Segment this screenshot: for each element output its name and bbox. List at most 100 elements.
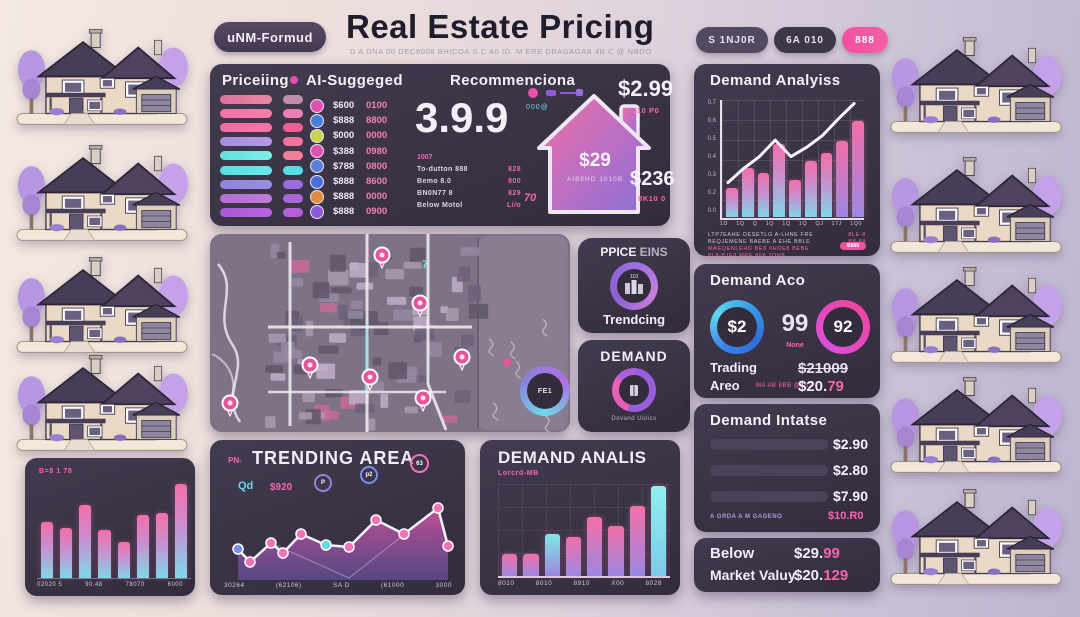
map-panel[interactable]: 7: [210, 234, 570, 432]
price-bar: [220, 208, 272, 218]
bar: [117, 541, 130, 578]
bar: [852, 121, 865, 217]
demand-bottom-panel: DEMAND ANALIS Lorcrd-MB 8010 8010 8910 X00 8…: [480, 440, 680, 595]
house-illustration: [890, 266, 1063, 364]
suggested-row: $000 0000: [310, 128, 387, 143]
tick-label: 8010: [535, 580, 553, 587]
house-illustration: [890, 376, 1063, 474]
below-value-frac: 99: [823, 545, 840, 562]
demand-bottom-bars: [498, 484, 670, 578]
pricing-bar-row: [220, 191, 303, 205]
bar: [98, 530, 111, 578]
pricing-col2-title: AI-Suggeged: [306, 72, 403, 89]
location-pin-icon[interactable]: [373, 246, 391, 270]
tick-label: 1Q0: [850, 221, 862, 227]
tick-label: 0.4: [707, 154, 716, 160]
bar: [757, 172, 770, 217]
pricing-panel: Priceiing AI-Suggeged $600 0100 $888 8800 $0…: [210, 64, 675, 226]
dot-icon: [290, 76, 298, 84]
intensity-row: $7.90: [710, 488, 868, 504]
score-note-row: To-dutton 888 828: [417, 166, 521, 178]
bar: [741, 167, 754, 217]
below-value-main: $29.: [794, 545, 824, 562]
bar: [773, 144, 786, 217]
demand-intatse-panel: Demand Intatse $2.90 $2.80 $7.90 A GRDA A …: [694, 404, 880, 532]
demand-tile-title: DEMAND: [600, 348, 668, 364]
gauge-value: 110: [630, 273, 638, 280]
new-price-frac: 79: [827, 378, 844, 395]
market-value-main: $20.: [794, 567, 824, 584]
slider-handle-icon: [576, 89, 583, 96]
location-pin-icon[interactable]: [411, 294, 429, 318]
tick-label: 1Q: [736, 221, 745, 227]
price-trends-tile[interactable]: PPICE EINS 110 Trendcing: [578, 238, 690, 333]
location-pin-icon[interactable]: [361, 368, 379, 392]
price-bar-short: [283, 179, 303, 189]
suggested-delta: 0100: [366, 100, 388, 112]
suggested-delta: 0980: [366, 145, 388, 157]
area-sub: MA AB 8BB @8B7: [756, 383, 813, 389]
form-badge-button[interactable]: uNM-Formud: [214, 22, 326, 52]
location-pin-icon[interactable]: [301, 356, 319, 380]
x-axis-labels: 30264 (62106) SA D (61000 3000: [224, 582, 452, 589]
trending-prefix: PN-: [228, 456, 242, 465]
price-bar-short: [283, 94, 303, 104]
demand-intatse-title: Demand Intatse: [710, 412, 828, 429]
pricing-bars: [220, 92, 303, 220]
bar: [820, 152, 833, 217]
intensity-value: $2.80: [832, 462, 868, 478]
location-pin-icon[interactable]: [221, 394, 239, 418]
tick-label: X00: [611, 580, 625, 587]
suggested-delta: 0000: [366, 191, 388, 203]
note-value: Li/o: [506, 202, 521, 209]
map-gauge-label: FE1: [537, 387, 553, 395]
intensity-foot-label: A GRDA A M GAGENO: [710, 514, 783, 520]
suggested-row: $600 0100: [310, 98, 387, 113]
tick-label: SA D: [332, 582, 350, 589]
price-right-value: $236: [630, 168, 675, 190]
location-pin-icon[interactable]: [414, 389, 432, 413]
suggested-value: $888: [333, 176, 355, 188]
market-value-frac: 129: [823, 567, 849, 584]
bar: [502, 553, 518, 576]
x-axis-labels: 02020 5 90.48 78070 6000: [37, 582, 183, 588]
pricing-bar-row: [220, 92, 303, 106]
tile-title-b: EINS: [639, 245, 668, 259]
pricing-bar-row: [220, 163, 303, 177]
tick-label: 78070: [125, 582, 145, 588]
tick-label: 0.6: [707, 118, 716, 124]
city-map[interactable]: 7: [210, 234, 570, 432]
bar: [523, 553, 539, 576]
tick-label: 17J: [831, 221, 842, 227]
header-pill-accent[interactable]: 888: [842, 27, 888, 53]
demand-tile[interactable]: DEMAND Dovand Uolics: [578, 340, 690, 432]
ring-left-value: $2: [727, 317, 747, 336]
new-price-main: $20.: [798, 378, 828, 395]
dot-icon: [528, 88, 538, 98]
header-pill-1[interactable]: S 1NJ0R: [696, 27, 768, 53]
tick-label: 30264: [224, 582, 245, 589]
suggested-row: $888 8600: [310, 174, 387, 189]
footnote-text: MAEQENLEHD BE8 0HOE8 BEBE: [708, 246, 810, 252]
x-axis-labels: 1D 1Q Q 1Q 1Q 1Q QJ 17J 1Q0: [720, 221, 862, 227]
pricing-bar-row: [220, 206, 303, 220]
header-pill-2[interactable]: 6A 010: [774, 27, 836, 53]
price-bar-short: [283, 137, 303, 147]
tick-label: 8028: [645, 580, 662, 587]
pricing-bar-row: [220, 106, 303, 120]
price-bar: [220, 137, 272, 147]
category-icon: [310, 189, 324, 204]
intensity-row: $2.90: [710, 436, 868, 452]
bar: [60, 528, 73, 578]
trend-line: [726, 102, 856, 185]
house-illustration: [16, 354, 189, 452]
svg-text:7: 7: [422, 259, 428, 271]
building-icon: [630, 385, 638, 396]
suggested-value: $600: [333, 100, 355, 112]
intensity-value: $7.90: [832, 488, 868, 504]
footnote-text: BEQJEMENE BAEBE A EHE BBLE: [708, 239, 811, 245]
suggested-row: $888 0000: [310, 189, 387, 204]
location-pin-icon[interactable]: [453, 348, 471, 372]
price-bar-short: [283, 151, 303, 161]
